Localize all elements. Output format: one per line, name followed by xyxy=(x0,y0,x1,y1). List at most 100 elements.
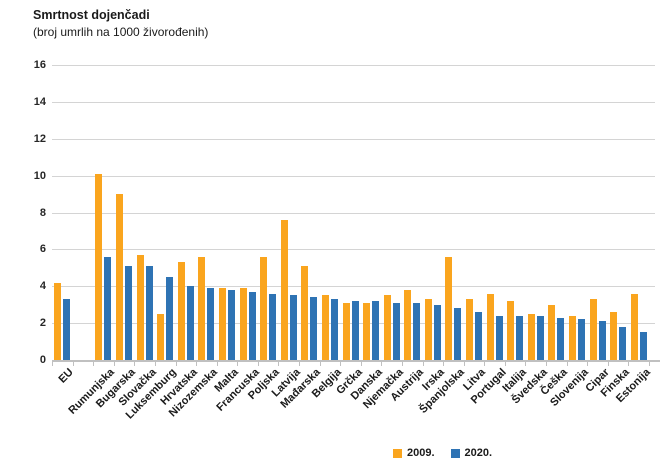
bar-2009-Estonija xyxy=(630,293,638,360)
bar-2020-Poljska xyxy=(269,293,277,360)
x-axis-tick xyxy=(154,362,156,366)
bar-2009-Francuska xyxy=(239,288,247,360)
x-axis-tick xyxy=(72,362,74,366)
bar-2020-Slovenija xyxy=(577,319,585,360)
x-axis-tick xyxy=(93,362,95,366)
chart-subtitle: (broj umrlih na 1000 živorođenih) xyxy=(33,25,209,39)
bar-2009-Grčka xyxy=(342,302,350,360)
bar-2009-Latvija xyxy=(280,219,288,360)
legend-2009-swatch xyxy=(393,448,402,458)
x-axis-tick xyxy=(607,362,609,366)
x-axis-tick xyxy=(504,362,506,366)
gridline-y-6 xyxy=(52,249,655,251)
bar-2020-Latvija xyxy=(289,295,297,360)
x-axis-tick xyxy=(649,362,650,366)
x-axis-tick xyxy=(175,362,177,366)
legend-item-2020: 2020. xyxy=(450,447,493,459)
bar-2009-Poljska xyxy=(260,256,268,360)
bar-2009-Švedska xyxy=(527,313,535,360)
bar-2009-Rumunjska xyxy=(95,173,103,360)
x-axis-tick xyxy=(463,362,465,366)
bar-2020-Malta xyxy=(227,289,235,360)
bar-2009-Njemačka xyxy=(383,295,391,360)
legend-2020-label: 2020. xyxy=(464,447,493,459)
bar-2020-EU xyxy=(63,299,71,360)
x-axis-tick xyxy=(546,362,548,366)
x-axis-tick xyxy=(566,362,568,366)
bar-2009-Hrvatska xyxy=(177,262,185,360)
bar-2020-Austrija xyxy=(413,302,421,360)
bar-2020-Švedska xyxy=(536,315,544,360)
bar-2009-Slovačka xyxy=(136,254,144,360)
bar-2009-Luksemburg xyxy=(157,313,165,360)
x-axis-tick xyxy=(113,362,115,366)
x-axis-tick xyxy=(360,362,362,366)
bar-2020-Češka xyxy=(557,317,565,360)
x-axis-tick xyxy=(443,362,445,366)
bar-2009-Danska xyxy=(363,302,371,360)
y-tick-label-8: 8 xyxy=(39,206,46,219)
x-axis-tick xyxy=(628,362,630,366)
bar-2020-Danska xyxy=(372,301,380,360)
legend: 2009. 2020. xyxy=(393,447,492,459)
x-axis-tick xyxy=(216,362,218,366)
gridline-y-14 xyxy=(52,101,655,103)
bar-2020-Italija xyxy=(516,315,524,360)
x-axis-tick xyxy=(340,362,342,366)
x-axis-tick xyxy=(381,362,383,366)
bar-2009-Finska xyxy=(610,312,618,360)
bar-2020-Estonija xyxy=(639,332,647,360)
x-axis-line xyxy=(52,360,660,362)
bar-2009-Belgija xyxy=(321,295,329,360)
gridline-y-16 xyxy=(52,65,655,66)
x-axis-tick xyxy=(525,362,527,366)
bar-2020-Luksemburg xyxy=(166,277,174,360)
y-tick-label-4: 4 xyxy=(39,280,46,293)
x-axis-tick xyxy=(134,362,136,366)
x-axis-tick xyxy=(422,362,424,366)
x-axis-tick xyxy=(484,362,486,366)
x-axis-tick xyxy=(278,362,280,366)
gridline-y-12 xyxy=(52,138,655,140)
bar-2020-Njemačka xyxy=(392,302,400,360)
bar-2020-Nizozemska xyxy=(207,288,215,360)
y-tick-label-0: 0 xyxy=(39,354,46,366)
bar-2020-Belgija xyxy=(330,299,338,360)
y-tick-label-16: 16 xyxy=(33,59,46,71)
bar-2020-Slovačka xyxy=(145,265,153,360)
legend-2009-label: 2009. xyxy=(407,447,435,459)
legend-item-2009: 2009. xyxy=(393,447,435,459)
x-axis-tick xyxy=(401,362,403,366)
x-axis-tick xyxy=(299,362,301,366)
bar-2009-EU xyxy=(54,282,62,360)
bar-2020-Finska xyxy=(619,326,627,360)
gridline-y-4 xyxy=(52,286,655,288)
bar-2009-Nizozemska xyxy=(198,256,206,360)
bar-2009-Bugarska xyxy=(116,194,124,360)
x-axis-tick xyxy=(319,362,321,366)
y-tick-label-2: 2 xyxy=(39,317,46,330)
gridline-y-10 xyxy=(52,175,655,177)
bar-2009-Mađarska xyxy=(301,265,309,360)
bar-2020-Cipar xyxy=(598,321,606,360)
legend-2020-swatch xyxy=(450,448,460,458)
bar-2020-Mađarska xyxy=(310,297,318,360)
bar-2020-Francuska xyxy=(248,291,256,360)
x-axis-tick xyxy=(257,362,259,366)
bar-2020-Bugarska xyxy=(125,265,133,360)
gridline-y-8 xyxy=(52,212,655,214)
bar-2020-Grčka xyxy=(351,301,359,360)
bar-2009-Slovenija xyxy=(568,315,576,360)
bar-2009-Cipar xyxy=(589,299,597,360)
bar-2009-Češka xyxy=(548,304,556,360)
y-tick-label-10: 10 xyxy=(33,169,46,182)
bar-2009-Španjolska xyxy=(445,256,453,360)
bar-2020-Litva xyxy=(475,312,483,360)
x-axis-tick xyxy=(237,362,239,366)
y-tick-label-12: 12 xyxy=(33,132,46,145)
x-axis-tick xyxy=(196,362,198,366)
bar-2009-Italija xyxy=(507,301,515,360)
bar-2009-Austrija xyxy=(404,289,412,360)
y-tick-label-6: 6 xyxy=(39,243,46,256)
